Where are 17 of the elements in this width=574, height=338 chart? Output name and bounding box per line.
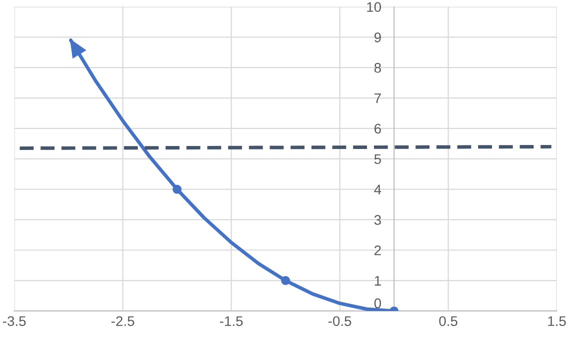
y-tick-label: 10	[367, 2, 382, 12]
x-tick-label: 1.5	[548, 316, 566, 326]
y-tick-label: 6	[374, 124, 381, 134]
y-tick-label: 4	[374, 184, 382, 194]
x-tick-label: -1.5	[220, 316, 243, 326]
x-tick-label: -0.5	[328, 316, 352, 326]
y-tick-label: 5	[374, 154, 381, 164]
x-tick-label: -2.5	[111, 316, 134, 326]
y-tick-label: 0	[374, 298, 382, 308]
y-tick-label: 9	[374, 32, 381, 42]
y-tick-label: 8	[374, 62, 381, 73]
y-tick-label: 1	[374, 276, 381, 286]
y-tick-label: 2	[374, 245, 381, 256]
x-tick-label: 0.5	[439, 316, 458, 326]
y-tick-label: 3	[374, 215, 381, 225]
x-tick-label: -3.5	[3, 316, 26, 326]
y-tick-label: 7	[374, 93, 381, 104]
